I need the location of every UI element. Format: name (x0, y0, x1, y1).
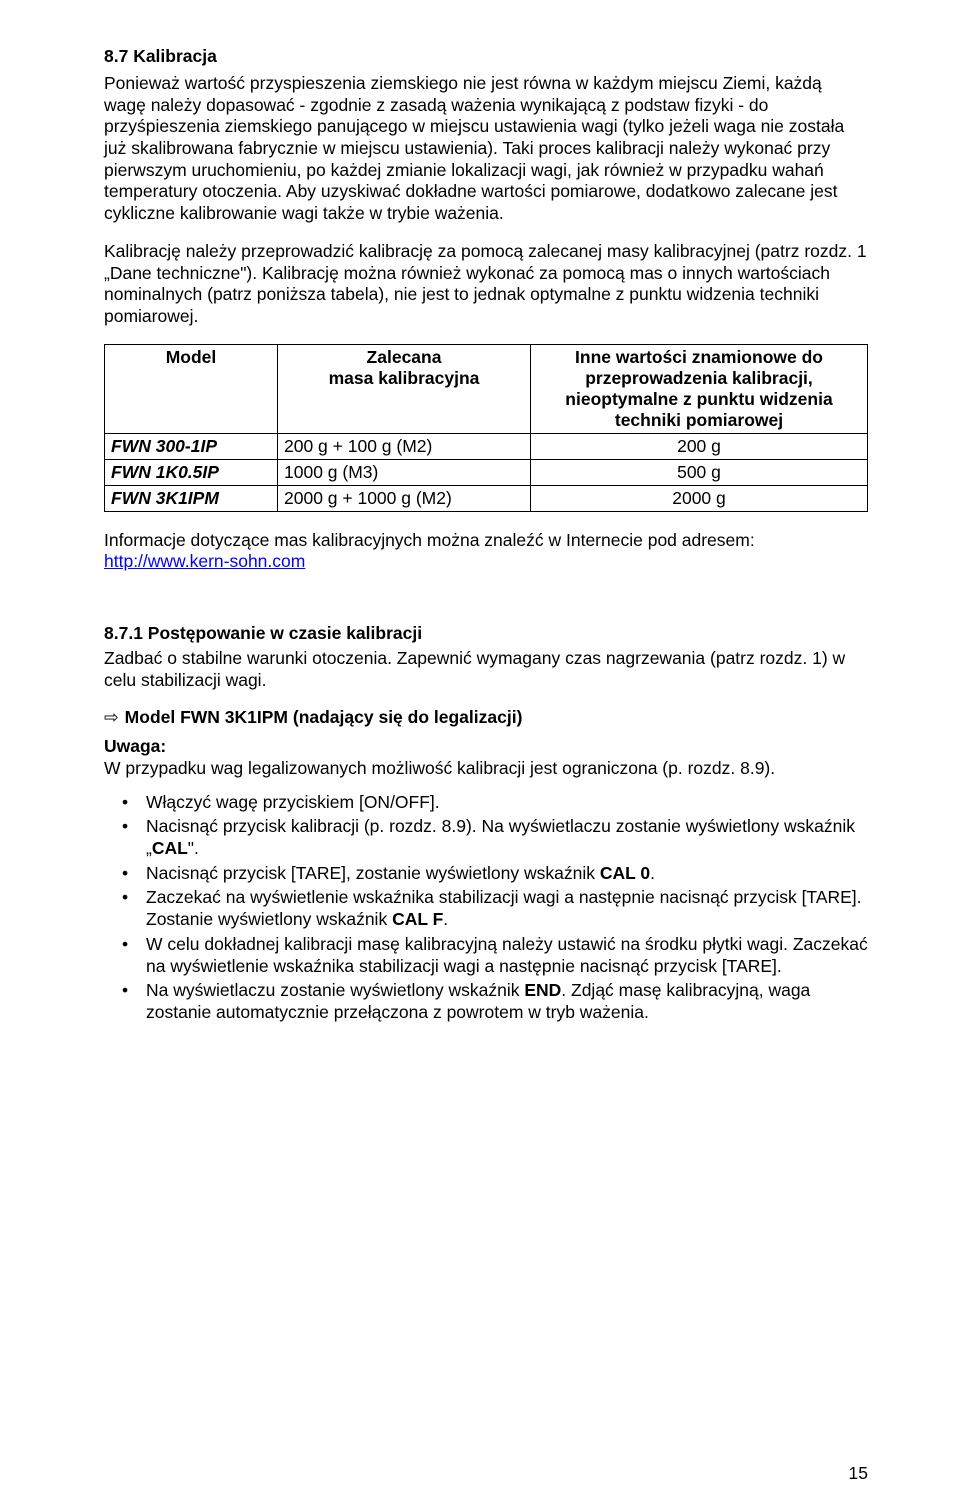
cell-mass: 200 g + 100 g (M2) (278, 433, 531, 459)
list-item: Nacisnąć przycisk kalibracji (p. rozdz. … (122, 816, 868, 859)
cal-indicator: CAL (152, 838, 188, 858)
calibration-table: Model Zalecanamasa kalibracyjna Inne war… (104, 344, 868, 512)
list-item: Nacisnąć przycisk [TARE], zostanie wyświ… (122, 863, 868, 885)
table-header-row: Model Zalecanamasa kalibracyjna Inne war… (105, 344, 868, 433)
subsection-heading: 8.7.1 Postępowanie w czasie kalibracji (104, 623, 868, 644)
arrow-right-icon: ⇨ (104, 707, 119, 727)
cell-mass: 1000 g (M3) (278, 459, 531, 485)
col-mass-header: Zalecanamasa kalibracyjna (278, 344, 531, 433)
table-row: FWN 3K1IPM 2000 g + 1000 g (M2) 2000 g (105, 485, 868, 511)
section-heading: 8.7 Kalibracja (104, 46, 868, 67)
end-indicator: END (524, 980, 561, 1000)
calf-indicator: CAL F (392, 909, 443, 929)
col-other-header: Inne wartości znamionowe do przeprowadze… (531, 344, 868, 433)
bullet-text: Nacisnąć przycisk [TARE], zostanie wyświ… (146, 863, 600, 883)
link-intro-text: Informacje dotyczące mas kalibracyjnych … (104, 530, 755, 550)
col-model-header: Model (105, 344, 278, 433)
list-item: Na wyświetlaczu zostanie wyświetlony wsk… (122, 980, 868, 1023)
paragraph-1: Ponieważ wartość przyspieszenia ziemskie… (104, 73, 868, 225)
cell-model: FWN 1K0.5IP (105, 459, 278, 485)
bullet-text: W celu dokładnej kalibracji masę kalibra… (146, 934, 868, 976)
cell-other: 2000 g (531, 485, 868, 511)
bullet-text: . (650, 863, 655, 883)
bullet-text: Nacisnąć przycisk kalibracji (p. rozdz. … (146, 816, 855, 858)
bullet-text: Na wyświetlaczu zostanie wyświetlony wsk… (146, 980, 524, 1000)
bullet-text: Zaczekać na wyświetlenie wskaźnika stabi… (146, 887, 862, 929)
page-number: 15 (849, 1463, 868, 1484)
cell-model: FWN 300-1IP (105, 433, 278, 459)
bullet-text: Włączyć wagę przyciskiem [ON/OFF]. (146, 792, 440, 812)
cell-other: 200 g (531, 433, 868, 459)
uwaga-paragraph: Uwaga: W przypadku wag legalizowanych mo… (104, 736, 868, 779)
cal0-indicator: CAL 0 (600, 863, 650, 883)
bullet-text: ". (188, 838, 199, 858)
model-arrow-text: Model FWN 3K1IPM (nadający się do legali… (125, 707, 523, 727)
uwaga-label: Uwaga: (104, 736, 166, 756)
table-row: FWN 300-1IP 200 g + 100 g (M2) 200 g (105, 433, 868, 459)
model-arrow-line: ⇨ Model FWN 3K1IPM (nadający się do legal… (104, 707, 868, 728)
bullet-text: . (443, 909, 448, 929)
uwaga-text: W przypadku wag legalizowanych możliwość… (104, 758, 775, 778)
cell-other: 500 g (531, 459, 868, 485)
table-row: FWN 1K0.5IP 1000 g (M3) 500 g (105, 459, 868, 485)
paragraph-2: Kalibrację należy przeprowadzić kalibrac… (104, 241, 868, 328)
subsection-paragraph: Zadbać o stabilne warunki otoczenia. Zap… (104, 648, 868, 691)
list-item: Włączyć wagę przyciskiem [ON/OFF]. (122, 792, 868, 814)
instruction-list: Włączyć wagę przyciskiem [ON/OFF]. Nacis… (122, 792, 868, 1024)
list-item: Zaczekać na wyświetlenie wskaźnika stabi… (122, 887, 868, 930)
link-paragraph: Informacje dotyczące mas kalibracyjnych … (104, 530, 868, 573)
cell-mass: 2000 g + 1000 g (M2) (278, 485, 531, 511)
kern-sohn-link[interactable]: http://www.kern-sohn.com (104, 551, 305, 571)
cell-model: FWN 3K1IPM (105, 485, 278, 511)
list-item: W celu dokładnej kalibracji masę kalibra… (122, 934, 868, 977)
